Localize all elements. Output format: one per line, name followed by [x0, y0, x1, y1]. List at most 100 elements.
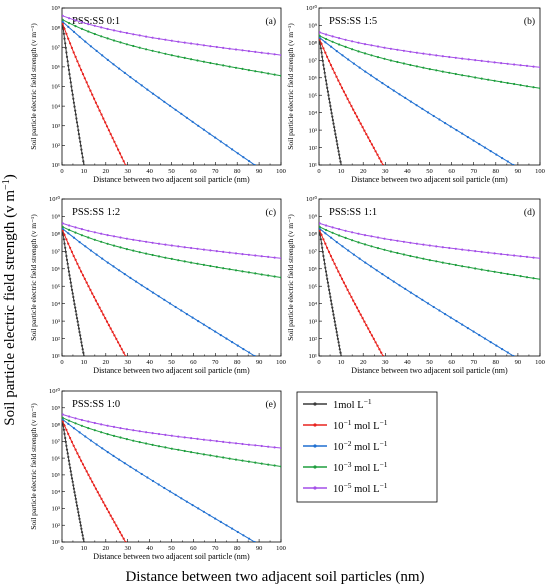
data-point — [79, 144, 82, 147]
data-point — [196, 452, 199, 455]
data-point — [85, 470, 88, 473]
data-point — [398, 284, 401, 287]
data-point — [74, 25, 77, 28]
series-10⁻² mol L⁻¹ — [319, 36, 515, 165]
series-1mol L⁻¹ — [62, 420, 85, 542]
data-point — [83, 77, 86, 80]
y-tick-label: 10⁴ — [308, 110, 318, 117]
data-point — [334, 324, 337, 327]
panel-title: PSS:SS 1:0 — [72, 399, 120, 410]
data-point — [117, 148, 120, 151]
data-point — [118, 67, 121, 70]
data-point — [333, 129, 336, 132]
data-point — [170, 244, 173, 247]
data-point — [196, 43, 199, 46]
data-point — [338, 348, 341, 351]
data-point — [355, 306, 359, 309]
data-point — [67, 64, 70, 67]
data-point — [125, 428, 128, 431]
data-point — [87, 285, 90, 288]
data-point — [72, 51, 75, 54]
data-point — [467, 58, 470, 61]
data-point — [82, 540, 85, 542]
data-point — [338, 344, 341, 347]
data-point — [448, 55, 451, 59]
data-point — [247, 443, 250, 446]
data-point — [324, 41, 327, 44]
data-point — [493, 252, 496, 255]
y-tick-label: 10¹ — [52, 539, 61, 546]
data-point — [500, 62, 503, 65]
data-point — [215, 63, 218, 66]
data-point — [67, 459, 70, 462]
data-point — [138, 239, 141, 242]
data-point — [333, 126, 336, 129]
y-axis-label: Soil particle electric field strength (v… — [29, 214, 38, 341]
data-point — [67, 25, 70, 28]
data-point — [138, 251, 141, 254]
data-point — [151, 253, 154, 257]
data-point — [71, 480, 74, 483]
data-point — [79, 524, 82, 527]
data-point — [432, 114, 435, 118]
data-point — [74, 310, 77, 313]
data-point — [113, 521, 116, 524]
data-point — [140, 284, 143, 287]
legend-item: 10−3 mol L−1 — [303, 460, 388, 474]
data-point — [168, 104, 172, 107]
data-point — [336, 143, 339, 146]
data-point — [214, 517, 217, 520]
data-point — [183, 41, 186, 44]
data-point — [157, 37, 161, 40]
x-tick-label: 30 — [382, 359, 389, 366]
data-point — [337, 270, 340, 273]
y-tick-label: 10⁵ — [51, 283, 60, 290]
x-tick-label: 0 — [60, 168, 63, 175]
data-point — [183, 246, 186, 249]
data-point — [333, 262, 336, 265]
data-point — [62, 238, 65, 241]
data-point — [513, 273, 516, 277]
data-point — [112, 265, 115, 268]
data-point — [87, 85, 90, 88]
data-point — [74, 226, 77, 229]
data-point — [74, 497, 77, 500]
panel-d: 0 10 20 30 40 50 60 70 80 90 100 10¹ 10² 10³ 10⁴ 10⁵ 10⁶… — [286, 195, 545, 375]
legend-label: 10−5 mol L−1 — [333, 481, 388, 495]
data-point — [326, 86, 329, 89]
data-point — [241, 67, 244, 70]
data-point — [68, 17, 71, 20]
data-point — [279, 465, 281, 468]
data-point — [392, 280, 395, 283]
data-point — [341, 245, 344, 248]
data-point — [62, 428, 65, 431]
data-point — [328, 101, 331, 104]
data-point — [231, 341, 234, 344]
data-point — [389, 59, 392, 62]
data-point — [70, 250, 73, 253]
data-point — [273, 446, 276, 449]
y-tick-label: 10⁴ — [51, 301, 61, 308]
x-axis-label: Distance between two adjacent soil parti… — [351, 175, 508, 184]
data-point — [170, 54, 173, 57]
data-point — [183, 449, 186, 453]
y-tick-label: 10⁸ — [51, 231, 61, 238]
data-point — [422, 257, 425, 260]
x-axis-label: Distance between two adjacent soil parti… — [93, 366, 250, 375]
data-point — [331, 310, 334, 313]
data-point — [106, 242, 109, 245]
plot-frame — [61, 390, 282, 543]
data-point — [132, 439, 135, 442]
data-point — [76, 320, 79, 323]
data-point — [538, 278, 540, 281]
data-point — [339, 274, 342, 277]
data-point — [215, 45, 218, 49]
data-point — [267, 445, 270, 448]
data-point — [500, 253, 503, 256]
data-point — [336, 146, 339, 149]
data-point — [115, 524, 118, 527]
data-point — [337, 341, 340, 344]
data-point — [364, 70, 367, 73]
data-point — [62, 222, 64, 225]
data-point — [248, 160, 251, 163]
